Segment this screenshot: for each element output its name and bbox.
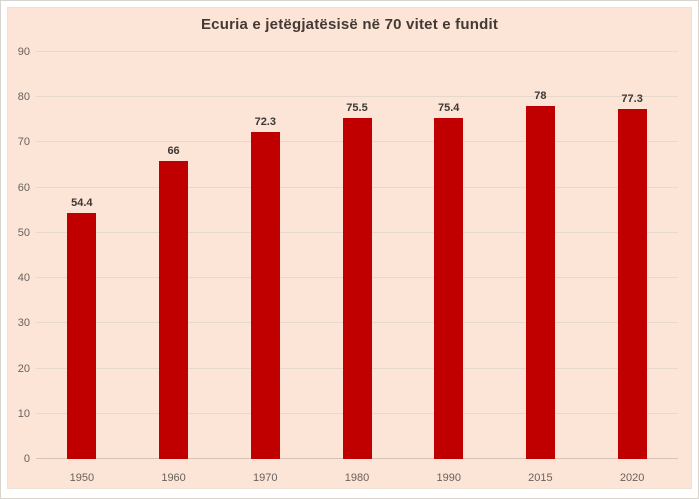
bar-1950 [67,213,97,459]
bar-1980 [342,117,372,459]
x-axis-labels: 1950 1960 1970 1980 1990 2015 2020 [36,472,678,486]
chart-container[interactable]: Ecuria e jetëgjatësisë në 70 vitet e fun… [7,7,692,489]
data-label-2015: 78 [534,90,547,103]
data-label-1980: 75.5 [346,101,368,114]
plot-area: 54.4 66 72.3 75.5 75.4 78 77.3 [36,51,678,459]
bar-1990 [434,118,464,459]
x-tick-label-1970: 1970 [253,472,278,484]
y-tick-label: 80 [17,91,30,104]
data-label-1990: 75.4 [437,102,460,115]
y-tick-label: 10 [17,407,30,420]
x-tick-label-1980: 1980 [344,472,370,484]
y-axis-labels: 0 10 20 30 40 50 60 70 80 90 [8,46,32,465]
y-tick-label: 60 [17,181,30,194]
bar-1960 [159,160,189,459]
x-tick-label-1990: 1990 [436,472,461,484]
bar-2020 [617,109,647,459]
x-tick-label-1950: 1950 [69,472,95,484]
data-label-1950: 54.4 [71,197,93,209]
x-tick-label-2020: 2020 [619,472,645,484]
bar-1970 [250,132,280,459]
data-label-2020: 77.3 [621,93,643,106]
x-tick-label-1960: 1960 [161,472,186,484]
gridline [36,51,678,52]
gridline [36,96,678,98]
x-tick-label-2015: 2015 [528,472,553,484]
y-tick-label: 40 [17,272,30,285]
bar-2015 [525,106,555,459]
y-tick-label: 70 [17,136,30,149]
data-label-1960: 66 [167,144,180,157]
y-tick-label: 30 [17,317,30,330]
y-tick-label: 90 [17,46,30,58]
y-tick-label: 20 [17,362,30,375]
y-tick-label: 50 [17,226,30,239]
data-label-1970: 72.3 [254,116,276,129]
chart-title: Ecuria e jetëgjatësisë në 70 vitet e fun… [200,16,499,33]
y-tick-label: 0 [23,453,30,465]
